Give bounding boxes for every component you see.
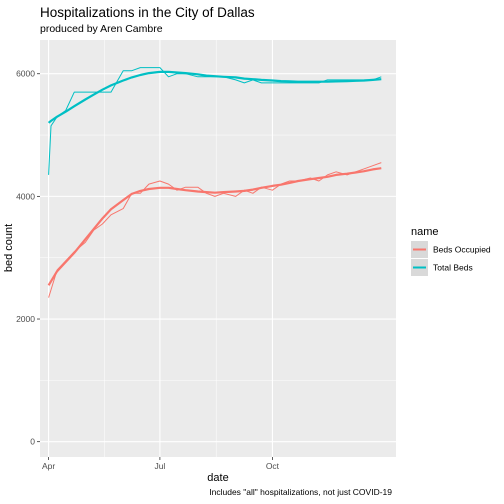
y-tick-label: 4000 (16, 191, 35, 201)
x-axis-label: date (207, 472, 228, 484)
legend-label-0: Beds Occupied (433, 245, 491, 255)
x-tick-label: Apr (42, 461, 55, 471)
plot-panel (40, 40, 396, 457)
legend-label-1: Total Beds (433, 263, 473, 273)
y-axis: 0 2000 4000 6000 (16, 69, 40, 447)
y-axis-label: bed count (3, 224, 15, 272)
chart-subtitle: produced by Aren Cambre (40, 23, 163, 35)
y-tick-label: 6000 (16, 69, 35, 79)
legend: name Beds Occupied Total Beds (411, 226, 491, 276)
y-tick-label: 0 (30, 437, 35, 447)
legend-title: name (411, 226, 439, 238)
x-tick-label: Oct (266, 461, 280, 471)
chart-caption: Includes "all" hospitalizations, not jus… (209, 487, 392, 497)
x-axis: Apr Jul Oct (42, 457, 280, 471)
y-tick-label: 2000 (16, 314, 35, 324)
x-tick-label: Jul (154, 461, 165, 471)
chart-title: Hospitalizations in the City of Dallas (40, 5, 255, 20)
